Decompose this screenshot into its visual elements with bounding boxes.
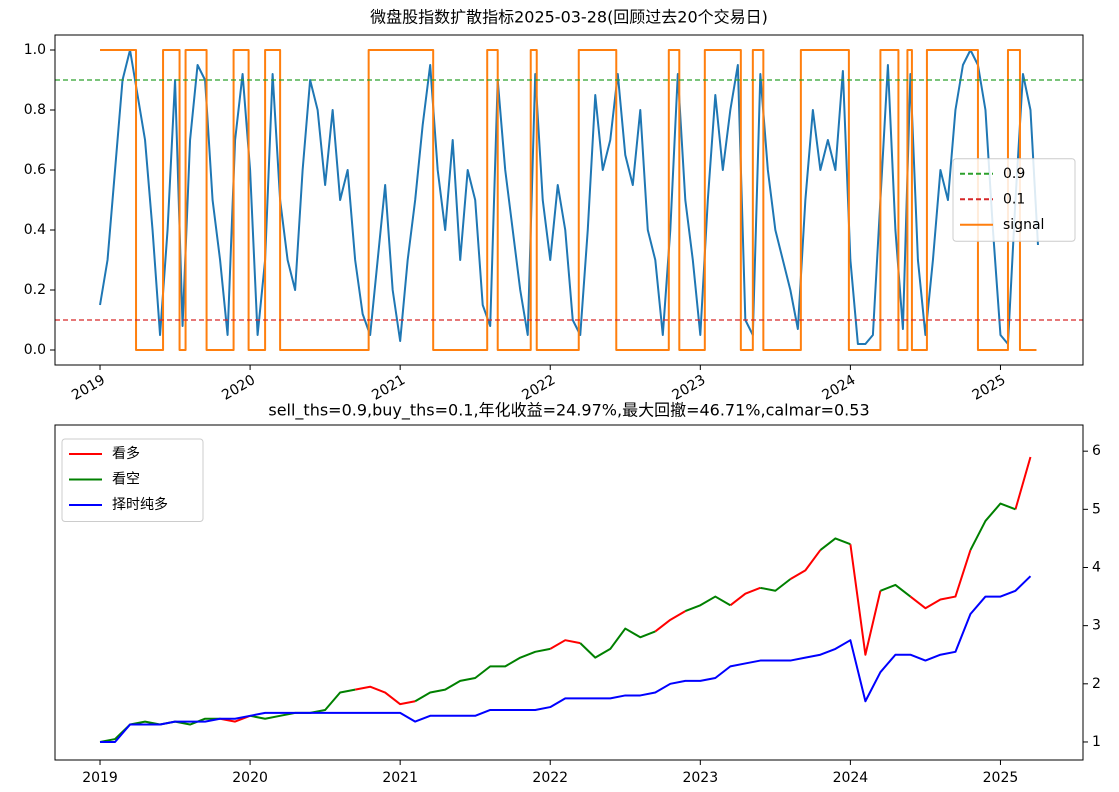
y-tick-label: 1.0 — [24, 42, 46, 58]
y-tick-label: 2 — [1092, 676, 1101, 692]
y-tick-label: 0.0 — [24, 342, 46, 358]
y-tick-label: 0.4 — [24, 222, 46, 238]
legend-label: 看多 — [112, 445, 140, 462]
x-tick-label: 2019 — [69, 372, 108, 404]
series-line — [99, 49, 1039, 345]
series-line — [99, 502, 1016, 743]
y-tick-label: 0.6 — [24, 162, 46, 178]
y-tick-label: 0.8 — [24, 102, 46, 118]
x-tick-label: 2024 — [833, 770, 869, 786]
chart-title: sell_ths=0.9,buy_ths=0.1,年化收益=24.97%,最大回… — [268, 401, 869, 421]
y-tick-label: 3 — [1092, 618, 1101, 634]
legend-box — [952, 158, 1076, 242]
series-line — [100, 575, 1032, 743]
legend-label: 0.1 — [1003, 191, 1025, 207]
x-tick-label: 2023 — [682, 770, 718, 786]
y-tick-label: 5 — [1092, 501, 1101, 517]
x-tick-label: 2022 — [519, 372, 558, 404]
legend-label: 择时纯多 — [112, 496, 168, 513]
series-line — [100, 49, 1037, 351]
y-tick-label: 6 — [1092, 443, 1101, 459]
x-tick-label: 2021 — [369, 372, 408, 404]
x-tick-label: 2023 — [669, 372, 708, 404]
chart-title: 微盘股指数扩散指标2025-03-28(回顾过去20个交易日) — [370, 8, 768, 27]
axes-frame — [54, 424, 1084, 761]
legend-label: signal — [1003, 217, 1044, 233]
x-tick-label: 2020 — [232, 770, 268, 786]
x-tick-label: 2025 — [983, 770, 1019, 786]
x-tick-label: 2020 — [219, 372, 258, 404]
x-tick-label: 2025 — [970, 372, 1009, 404]
y-tick-label: 0.2 — [24, 282, 46, 298]
x-tick-label: 2019 — [82, 770, 118, 786]
x-tick-label: 2021 — [382, 770, 418, 786]
series-line — [219, 456, 1032, 723]
y-tick-label: 1 — [1092, 734, 1101, 750]
legend-label: 看空 — [112, 472, 140, 488]
x-tick-label: 2022 — [532, 770, 568, 786]
legend-box — [61, 438, 204, 522]
axes-frame — [54, 34, 1084, 366]
legend-label: 0.9 — [1003, 166, 1025, 182]
x-tick-label: 2024 — [820, 372, 859, 404]
y-tick-label: 4 — [1092, 559, 1101, 575]
legend: 0.9 0.1 signal — [952, 158, 1076, 242]
